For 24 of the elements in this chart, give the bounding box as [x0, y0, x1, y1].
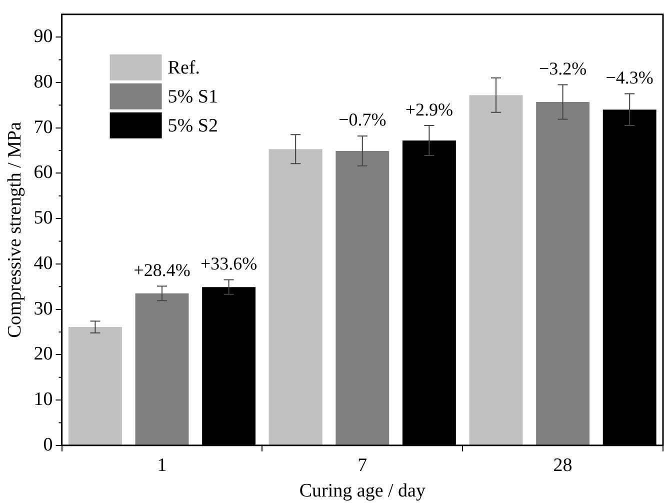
annotation: −4.3% [606, 68, 654, 88]
y-tick-label: 40 [34, 252, 53, 274]
annotation: +33.6% [200, 254, 258, 274]
y-tick-label: 20 [34, 344, 53, 365]
x-tick-label: 7 [358, 454, 368, 476]
y-tick-label: 30 [34, 298, 53, 320]
y-tick-label: 60 [34, 162, 53, 184]
y-tick-label: 90 [34, 26, 53, 48]
y-tick-label: 70 [34, 116, 53, 138]
annotation: −0.7% [338, 110, 386, 130]
y-tick-label: 0 [43, 434, 53, 456]
y-tick-label: 50 [34, 208, 53, 229]
annotation: −3.2% [538, 58, 587, 78]
annotation: +28.4% [134, 260, 190, 280]
x-tick-label: 28 [553, 454, 572, 476]
annotation: +2.9% [405, 99, 454, 120]
y-tick-label: 80 [34, 71, 53, 92]
x-tick-label: 1 [157, 454, 167, 476]
legend-label: 5% S1 [168, 86, 218, 108]
y-tick-label: 10 [34, 389, 53, 410]
legend-label: 5% S2 [168, 115, 218, 136]
legend-label: Ref. [168, 57, 200, 78]
x-axis-title: Curing age / day [299, 480, 426, 502]
y-axis-title: Compressive strength / MPa [4, 121, 26, 338]
